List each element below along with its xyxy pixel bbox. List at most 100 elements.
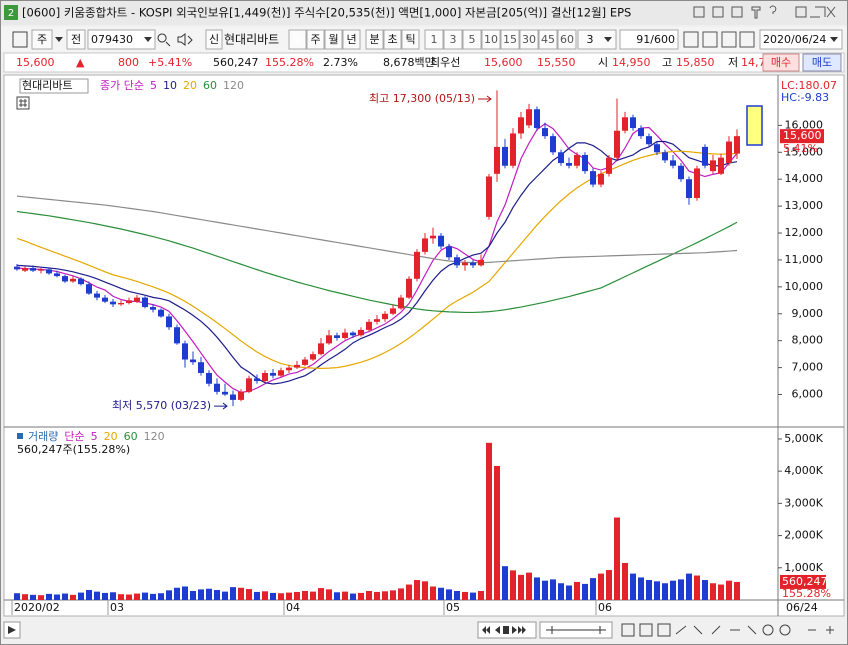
badge-box bbox=[4, 5, 18, 20]
x-tick-label: 05 bbox=[446, 601, 460, 614]
minute-button-box[interactable] bbox=[481, 29, 501, 50]
x-end-label: 06/24 bbox=[786, 601, 818, 614]
period-button[interactable]: 월 bbox=[328, 33, 338, 46]
candle-body bbox=[486, 176, 492, 217]
count[interactable]: 3 bbox=[587, 33, 594, 46]
count-box[interactable] bbox=[577, 29, 617, 50]
new-badge[interactable]: 신 bbox=[209, 33, 219, 46]
tool-icon[interactable] bbox=[702, 31, 718, 48]
minute-button[interactable]: 5 bbox=[469, 33, 476, 46]
dropdown-arrow[interactable] bbox=[55, 37, 63, 42]
period-button[interactable]: 주 bbox=[310, 33, 320, 46]
quote-row bbox=[3, 52, 845, 73]
minute-button[interactable]: 1 bbox=[431, 33, 438, 46]
prev[interactable]: 전 bbox=[71, 33, 81, 46]
volume-bar bbox=[526, 572, 532, 600]
minute-button[interactable]: 60 bbox=[560, 33, 574, 46]
period-button[interactable]: 틱 bbox=[405, 33, 415, 46]
period-button-box[interactable] bbox=[365, 29, 384, 50]
grid-icon-lines bbox=[19, 99, 27, 107]
minute-button-box[interactable] bbox=[424, 29, 444, 50]
y-tick-label: 6,000 bbox=[792, 388, 824, 401]
minute-button-box[interactable] bbox=[462, 29, 482, 50]
volume-bar bbox=[142, 592, 148, 600]
minute-button-box[interactable] bbox=[500, 29, 520, 50]
minute-button[interactable]: 3 bbox=[450, 33, 457, 46]
buy-label[interactable]: 매수 bbox=[771, 56, 791, 69]
stock-code[interactable]: 079430 bbox=[91, 33, 133, 46]
volume-bar bbox=[254, 591, 260, 600]
period-button[interactable]: 일 bbox=[292, 32, 302, 46]
dropdown-arrow[interactable] bbox=[144, 37, 152, 42]
volume-bar bbox=[590, 578, 596, 600]
candle-body bbox=[478, 259, 484, 266]
period-button-box[interactable] bbox=[383, 29, 402, 50]
speaker-icon[interactable] bbox=[177, 33, 193, 46]
period-button[interactable]: 분 bbox=[369, 33, 379, 46]
volume-bar bbox=[694, 575, 700, 600]
code-box[interactable] bbox=[87, 29, 156, 50]
grid-icon[interactable] bbox=[16, 96, 30, 110]
quote-open-label: 시 bbox=[598, 56, 608, 69]
menu-icon[interactable] bbox=[12, 31, 28, 48]
minute-button[interactable]: 45 bbox=[541, 33, 555, 46]
dropdown-arrow[interactable] bbox=[604, 37, 612, 42]
minute-button-box[interactable] bbox=[519, 29, 539, 50]
low-annotation: 최저 5,570 (03/23) bbox=[112, 399, 211, 412]
legend-entry: 10 bbox=[163, 79, 177, 92]
candle-body bbox=[694, 168, 700, 199]
minute-button-box[interactable] bbox=[443, 29, 463, 50]
tool-icon[interactable] bbox=[739, 31, 755, 48]
low-arrow bbox=[214, 402, 228, 410]
period-button[interactable]: 년 bbox=[346, 33, 356, 46]
buy-button[interactable] bbox=[762, 53, 800, 72]
period-button-box[interactable] bbox=[342, 29, 361, 50]
period-button-box[interactable] bbox=[324, 29, 343, 50]
tool-icon[interactable] bbox=[721, 31, 737, 48]
market[interactable]: 주 bbox=[37, 33, 47, 46]
volume-bar bbox=[614, 517, 620, 600]
candle-body bbox=[38, 269, 44, 271]
date[interactable]: 2020/06/24 bbox=[763, 33, 826, 46]
candle-body bbox=[254, 378, 260, 382]
sell-label[interactable]: 매도 bbox=[812, 56, 832, 69]
candle-body bbox=[126, 300, 132, 304]
minute-button-box[interactable] bbox=[557, 29, 577, 50]
quote-amount: 8,678백만 bbox=[383, 56, 435, 69]
candle-body bbox=[406, 278, 412, 298]
search-icon[interactable] bbox=[157, 33, 171, 47]
y-tick-label: 5,000K bbox=[784, 432, 823, 445]
candle-body bbox=[198, 362, 204, 373]
volume-bar bbox=[78, 592, 84, 600]
volume-bar bbox=[382, 591, 388, 600]
period-button[interactable]: 초 bbox=[387, 33, 397, 46]
dropdown-arrow[interactable] bbox=[830, 37, 838, 42]
legend-entry: 120 bbox=[223, 79, 244, 92]
candle-body bbox=[150, 307, 156, 310]
legend-entry: 20 bbox=[104, 430, 118, 443]
minute-button[interactable]: 30 bbox=[522, 33, 536, 46]
sell-button[interactable] bbox=[802, 53, 842, 72]
scroll-controls[interactable] bbox=[3, 621, 834, 639]
market-box[interactable] bbox=[31, 29, 53, 50]
prev-box[interactable] bbox=[66, 29, 86, 50]
volume-bar bbox=[94, 591, 100, 600]
volume-bar bbox=[22, 594, 28, 600]
period-button-box[interactable] bbox=[401, 29, 420, 50]
new-badge-box[interactable] bbox=[205, 29, 223, 50]
candle-body bbox=[390, 308, 396, 314]
period-button-box[interactable] bbox=[288, 29, 307, 50]
minute-button[interactable]: 15 bbox=[503, 33, 517, 46]
minute-button[interactable]: 10 bbox=[484, 33, 498, 46]
period-button-box[interactable] bbox=[306, 29, 325, 50]
date-box[interactable] bbox=[759, 29, 843, 50]
tool-icon[interactable] bbox=[683, 31, 699, 48]
volume-bar bbox=[102, 592, 108, 600]
candle-body bbox=[494, 146, 500, 174]
volume-bar bbox=[414, 580, 420, 600]
legend-entry: 5 bbox=[150, 79, 157, 92]
window-controls[interactable] bbox=[693, 5, 836, 19]
next-bar-box bbox=[746, 105, 763, 146]
minute-button-box[interactable] bbox=[538, 29, 558, 50]
y-tick-label: 13,000 bbox=[785, 199, 824, 212]
